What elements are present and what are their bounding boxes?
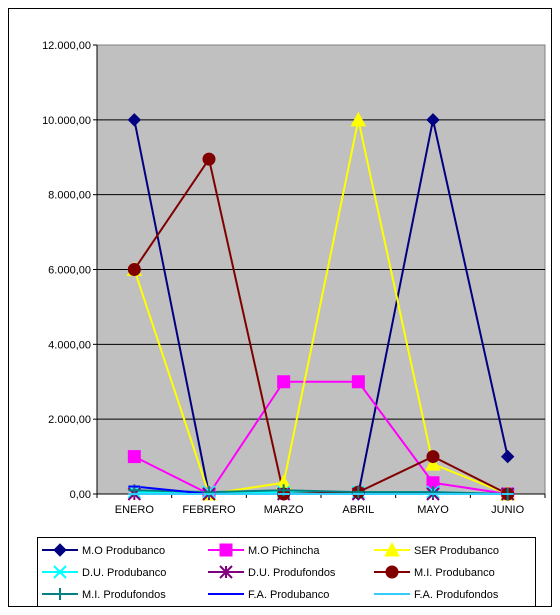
data-point xyxy=(203,486,215,499)
x-tick-label: MAYO xyxy=(417,504,449,516)
legend-marker xyxy=(384,541,400,557)
y-tick-label: 8.000,00 xyxy=(48,190,91,202)
data-point xyxy=(352,486,365,499)
y-tick-label: 4.000,00 xyxy=(48,339,91,351)
legend-entry: F.A. Produbanco xyxy=(208,589,329,601)
y-tick-label: 0,00 xyxy=(70,489,91,501)
line-chart: 0,00 2.000,00 4.000,00 6.000,00 8.000,00 10.0… xyxy=(42,40,546,516)
legend: M.O Produbanco M.O Pichincha SER Produbanc… xyxy=(37,537,536,607)
legend-label: D.U. Produbanco xyxy=(82,567,166,579)
legend-label: M.O Pichincha xyxy=(248,545,320,557)
data-point xyxy=(425,456,441,471)
data-point xyxy=(127,450,141,464)
y-tick-label: 12.000,00 xyxy=(42,40,91,52)
legend-label: D.U. Produfondos xyxy=(248,567,336,579)
data-point xyxy=(127,113,142,127)
legend-label: M.I. Produfondos xyxy=(82,589,166,601)
series-line-2 xyxy=(133,119,509,496)
legend-label: SER Produbanco xyxy=(414,545,499,557)
y-tick-label: 2.000,00 xyxy=(48,414,91,426)
data-point xyxy=(350,111,367,127)
legend-entry: M.I. Produbanco xyxy=(374,565,495,579)
legend-entry: M.O Pichincha xyxy=(208,543,320,557)
legend-marker xyxy=(54,588,66,600)
chart-frame: 0,00 2.000,00 4.000,00 6.000,00 8.000,00 10.0… xyxy=(8,8,552,607)
y-tick-label: 10.000,00 xyxy=(42,115,91,127)
legend-entry: M.I. Produfondos xyxy=(42,588,166,601)
data-point xyxy=(500,449,515,464)
data-point xyxy=(202,152,216,166)
legend-label: M.O Produbanco xyxy=(82,545,165,557)
data-point xyxy=(426,113,440,127)
data-point xyxy=(427,486,439,499)
legend-entry: F.A. Produfondos xyxy=(374,589,499,601)
x-tick-label: FEBRERO xyxy=(182,504,236,516)
legend-label: F.A. Produbanco xyxy=(248,589,329,601)
series-line-1 xyxy=(133,380,508,496)
legend-label: M.I. Produbanco xyxy=(414,567,495,579)
legend-marker xyxy=(53,565,67,579)
legend-entry: D.U. Produbanco xyxy=(42,565,166,579)
data-point xyxy=(426,450,440,464)
legend-entry: SER Produbanco xyxy=(374,541,499,557)
legend-entry: D.U. Produfondos xyxy=(208,565,336,579)
legend-marker xyxy=(385,565,399,579)
x-tick-label: ENERO xyxy=(115,504,155,516)
legend-entry: M.O Produbanco xyxy=(42,543,165,557)
data-point xyxy=(351,375,365,389)
legend-marker xyxy=(219,543,233,557)
data-point xyxy=(127,263,141,276)
data-point xyxy=(277,375,291,389)
x-tick-label: JUNIO xyxy=(491,504,524,516)
legend-marker xyxy=(219,565,233,579)
x-tick-label: MARZO xyxy=(264,504,304,516)
x-tick-label: ABRIL xyxy=(342,504,374,516)
y-tick-label: 6.000,00 xyxy=(48,265,91,277)
legend-marker xyxy=(53,543,67,557)
legend-label: F.A. Produfondos xyxy=(414,589,499,601)
